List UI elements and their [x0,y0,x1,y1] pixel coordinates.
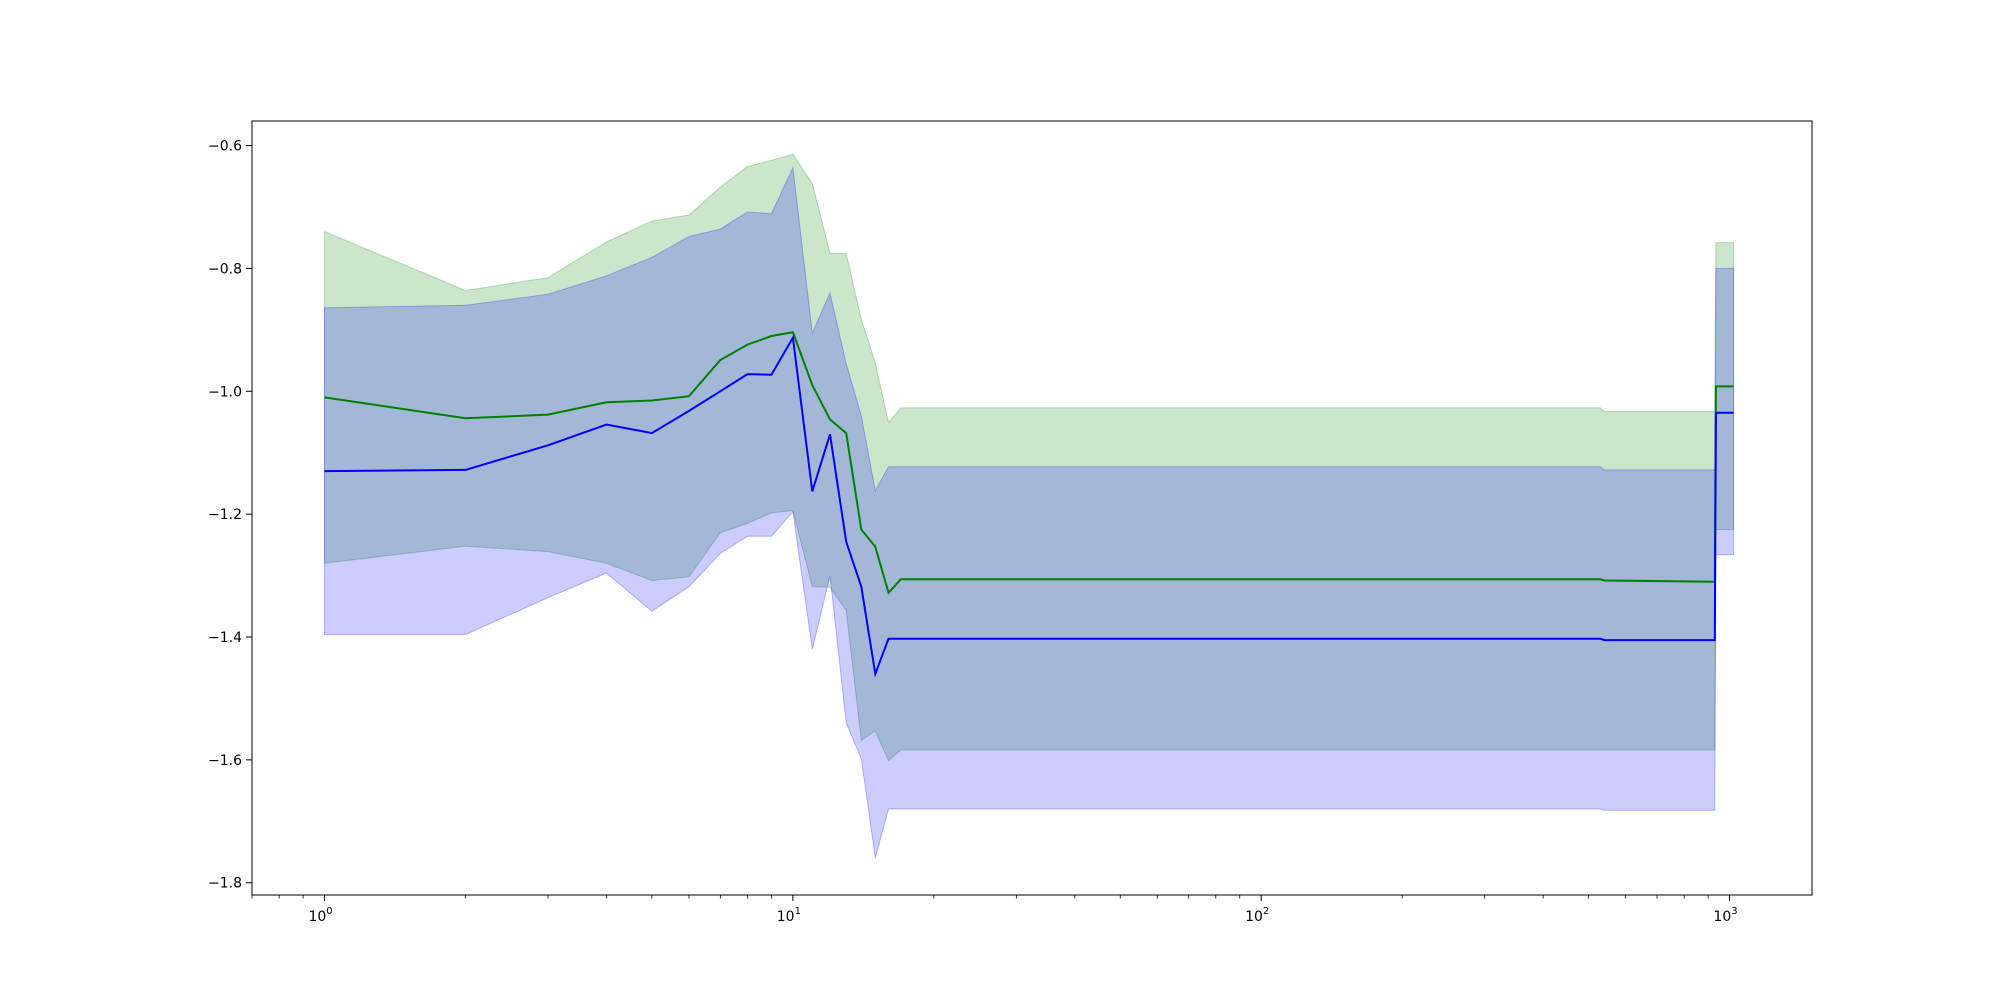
x-tick-label: 103 [1713,906,1737,925]
x-tick-label: 101 [777,906,801,925]
y-axis: −0.6 −0.8 −1.0 −1.2 −1.4 −1.6 −1.8 [208,139,252,892]
y-tick-label: −0.8 [208,261,242,277]
series-lines [324,331,1734,678]
x-axis: 100 101 102 103 [251,895,1738,925]
series-1-line [324,334,1734,678]
plot-frame [251,120,1813,896]
y-tick-label: −1.0 [208,384,242,400]
y-tick-label: −1.8 [208,876,242,892]
y-tick-label: −1.6 [208,753,242,769]
x-tick-label: 100 [308,906,332,925]
y-tick-label: −1.2 [208,507,242,523]
series-0-band [324,153,1735,762]
confidence-bands [324,153,1735,859]
y-tick-label: −1.4 [208,630,242,646]
y-tick-label: −0.6 [208,139,242,155]
series-0-line [324,331,1734,595]
series-1-band [324,165,1735,859]
x-tick-label: 102 [1245,906,1269,925]
